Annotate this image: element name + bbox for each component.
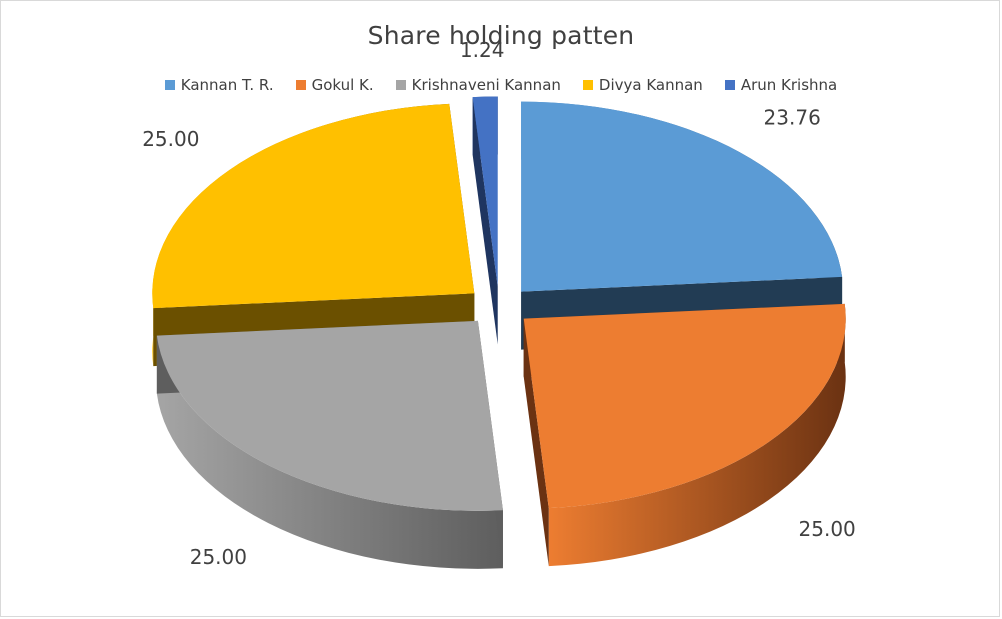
legend-item: Kannan T. R. xyxy=(164,76,274,94)
legend-item: Gokul K. xyxy=(295,76,374,94)
legend-label: Divya Kannan xyxy=(598,76,703,94)
legend-swatch xyxy=(582,80,593,90)
chart-legend: Kannan T. R. Gokul K. Krishnaveni Kannan Di… xyxy=(1,76,1001,94)
pie-slice xyxy=(152,103,475,309)
legend-item: Arun Krishna xyxy=(724,76,838,94)
legend-item: Krishnaveni Kannan xyxy=(395,76,561,94)
chart-title: Share holding patten xyxy=(367,21,635,50)
legend-label: Gokul K. xyxy=(311,76,374,94)
pie-slice xyxy=(523,303,846,509)
legend-label: Arun Krishna xyxy=(740,76,838,94)
pie-slice xyxy=(472,96,498,287)
legend-item: Divya Kannan xyxy=(582,76,703,94)
legend-swatch xyxy=(164,80,175,90)
pie-slice xyxy=(521,101,843,292)
legend-swatch xyxy=(724,80,735,90)
data-label: 25.00 xyxy=(142,127,199,151)
pie-slice xyxy=(156,320,503,511)
legend-label: Krishnaveni Kannan xyxy=(411,76,561,94)
data-label: 25.00 xyxy=(799,517,856,541)
data-label: 1.24 xyxy=(460,38,505,62)
legend-swatch xyxy=(295,80,306,90)
legend-swatch xyxy=(395,80,406,90)
data-label: 23.76 xyxy=(764,106,821,130)
legend-label: Kannan T. R. xyxy=(180,76,274,94)
data-label: 25.00 xyxy=(190,545,247,569)
